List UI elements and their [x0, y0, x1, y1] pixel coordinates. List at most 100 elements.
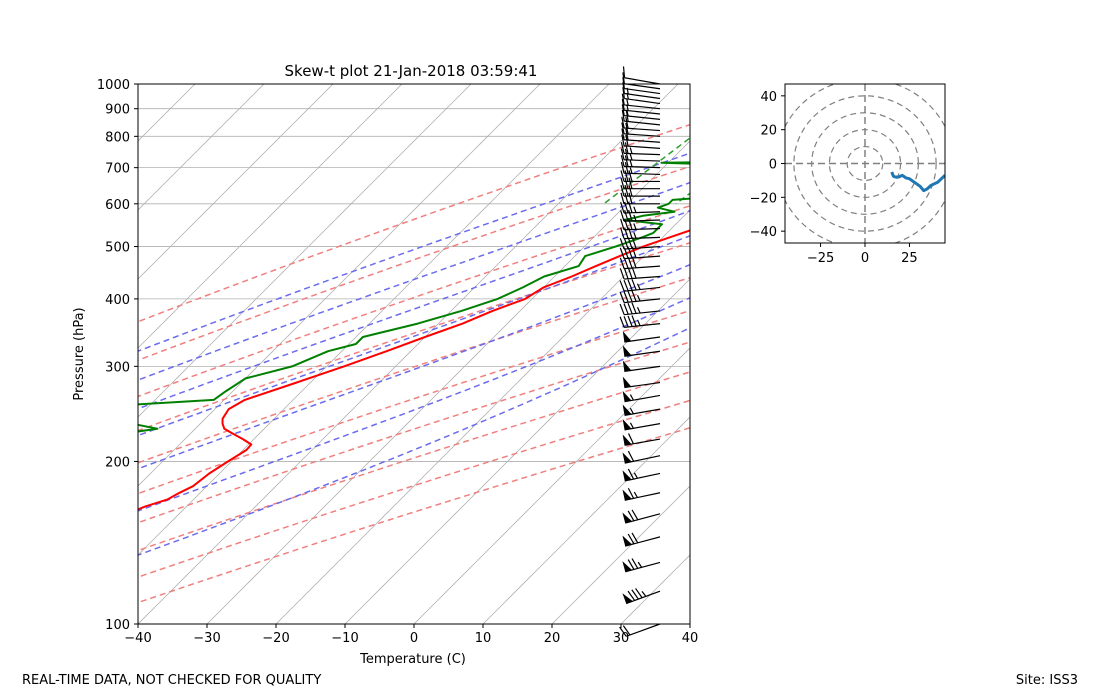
dry-adiabat — [138, 341, 690, 524]
isotherm-gridline — [138, 84, 334, 280]
wind-barb — [619, 237, 661, 250]
y-tick-label: 1000 — [97, 78, 130, 93]
wind-barb — [622, 509, 661, 524]
isotherm-gridline — [413, 347, 690, 624]
hodograph-ring — [793, 95, 937, 232]
moist-adiabat — [138, 234, 690, 437]
site-label: Site: ISS3 — [1015, 673, 1078, 688]
y-tick-label: 600 — [105, 198, 130, 213]
wind-barb — [620, 170, 660, 183]
wind-barb — [620, 209, 661, 222]
x-tick-label: 30 — [613, 631, 630, 646]
hodograph-y-tick-label: 0 — [769, 158, 777, 173]
skewt-plot-area — [138, 84, 1100, 624]
moist-adiabat — [138, 263, 690, 470]
mixing-ratio-line — [943, 84, 1100, 204]
hodograph-y-tick-label: 40 — [760, 90, 777, 105]
x-axis-label: Temperature (C) — [359, 652, 466, 667]
wind-barb — [620, 161, 661, 176]
wind-barb — [622, 72, 661, 90]
skewt-panel: −40 −30 −20 −10 0 10 20 30 401002003004005006007… — [72, 62, 1100, 667]
hodograph-plot-area — [785, 84, 945, 243]
wind-barb — [620, 142, 661, 156]
isotherm-gridline — [344, 278, 690, 624]
wind-barb — [620, 218, 661, 231]
moist-adiabat — [138, 209, 690, 410]
wind-barb — [620, 192, 660, 205]
wind-barb — [622, 360, 661, 372]
hodograph-y-tick-label: −40 — [750, 225, 777, 240]
hodograph-x-tick-label: 0 — [861, 251, 869, 266]
hodograph-y-tick-label: −20 — [750, 191, 777, 206]
wind-barb — [619, 290, 661, 304]
wind-barb — [622, 532, 661, 547]
dry-adiabat — [138, 427, 690, 604]
x-tick-label: 0 — [410, 631, 418, 646]
wind-barb — [622, 66, 661, 85]
mixing-ratio-line — [794, 84, 961, 204]
mixing-ratio-line — [675, 192, 690, 205]
mixing-ratio-line — [988, 84, 1100, 204]
hodograph-y-tick-label: 20 — [760, 124, 777, 139]
wind-barb — [622, 331, 661, 343]
wind-barb — [619, 623, 661, 637]
wind-barb — [622, 376, 661, 389]
isotherm-gridline — [138, 84, 472, 418]
isotherm-gridline — [138, 84, 610, 556]
wind-barb — [622, 433, 661, 446]
quality-disclaimer: REAL-TIME DATA, NOT CHECKED FOR QUALITY — [22, 673, 322, 688]
dry-adiabat — [138, 241, 690, 432]
moist-adiabat — [138, 327, 690, 556]
x-tick-label: −40 — [124, 631, 151, 646]
isotherm-gridline — [206, 140, 690, 624]
x-tick-label: −10 — [331, 631, 358, 646]
isotherm-gridline — [138, 84, 196, 142]
wind-barb — [622, 450, 661, 464]
x-tick-label: −30 — [193, 631, 220, 646]
isotherm-gridline — [138, 84, 541, 487]
wind-barb — [622, 404, 661, 416]
hodograph-x-tick-label: 25 — [901, 251, 918, 266]
wind-barb — [622, 487, 661, 501]
hodograph-ring — [846, 145, 884, 182]
wind-barb — [620, 155, 661, 169]
y-tick-label: 100 — [105, 618, 130, 633]
wind-barb — [622, 345, 661, 357]
wind-barb — [620, 177, 660, 190]
wind-barb — [619, 279, 661, 292]
skewt-frame — [137, 83, 691, 625]
dry-adiabat — [138, 309, 690, 495]
hodograph-panel: −25 0 25 −40 −20 0 20 40 — [750, 83, 946, 266]
isotherm-gridline — [138, 84, 265, 211]
x-tick-label: 20 — [544, 631, 561, 646]
isotherm-gridline — [689, 623, 690, 624]
x-tick-label: 40 — [682, 631, 699, 646]
y-tick-label: 300 — [105, 360, 130, 375]
wind-barb — [619, 256, 661, 270]
wind-barb — [621, 93, 661, 110]
hodograph-trace — [890, 171, 945, 193]
x-tick-label: −20 — [262, 631, 289, 646]
y-tick-label: 800 — [105, 130, 130, 145]
wind-barb — [620, 227, 661, 240]
isotherm-gridline — [482, 416, 690, 624]
isotherm-gridline — [138, 84, 679, 624]
wind-barb — [622, 558, 661, 573]
wind-barb — [619, 315, 661, 328]
isotherm-gridline — [620, 554, 690, 624]
dry-adiabat — [138, 371, 690, 552]
y-tick-label: 200 — [105, 455, 130, 470]
dry-adiabat — [138, 276, 690, 464]
wind-barb — [622, 419, 661, 431]
wind-barb — [620, 184, 660, 197]
dewpoint-line — [138, 161, 690, 433]
y-tick-label: 900 — [105, 103, 130, 118]
wind-barb — [619, 267, 661, 280]
wind-barb — [622, 588, 661, 605]
wind-barb — [620, 148, 661, 162]
y-axis-label: Pressure (hPa) — [72, 307, 87, 400]
wind-barb — [622, 390, 661, 403]
y-tick-label: 700 — [105, 162, 130, 177]
isotherm-gridline — [275, 209, 690, 624]
hodograph-x-tick-label: −25 — [807, 251, 834, 266]
